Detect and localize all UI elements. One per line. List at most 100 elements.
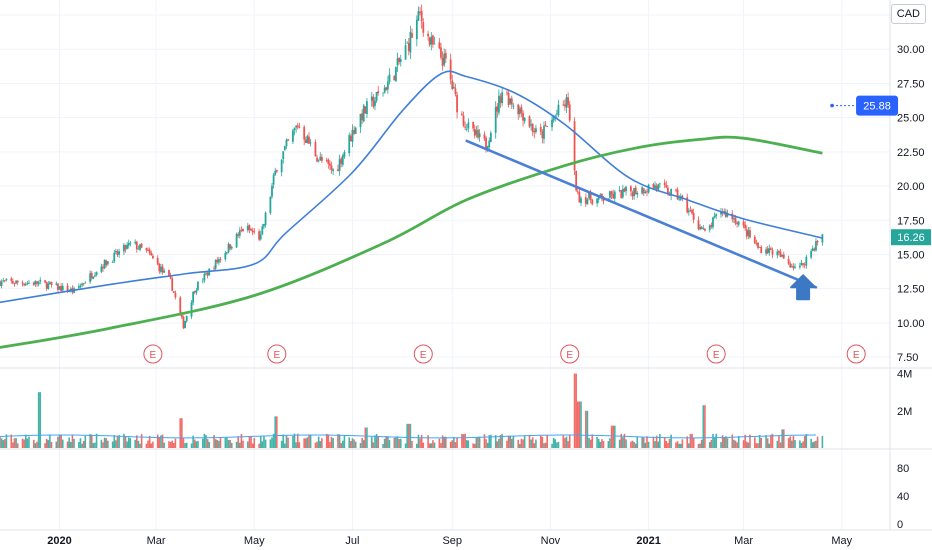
time-tick-label: May [244, 535, 265, 547]
volume-bar [230, 442, 233, 448]
earnings-marker [706, 344, 726, 364]
volume-bar [126, 441, 128, 448]
candle-body [251, 230, 254, 233]
volume-bar [147, 440, 149, 448]
volume-bar [374, 435, 376, 448]
volume-bar [5, 434, 8, 448]
candle-body [564, 104, 566, 107]
candle-body [555, 113, 558, 115]
candle-body [768, 248, 771, 253]
candle-body [351, 129, 354, 142]
volume-bar [760, 437, 763, 448]
volume-bar [100, 439, 103, 448]
candle-body [77, 286, 80, 288]
volume-bar [237, 436, 239, 448]
candle-body [214, 259, 217, 269]
volume-bar [163, 442, 165, 448]
volume-bar [123, 433, 125, 448]
volume-bar [156, 434, 159, 448]
volume-bar [364, 427, 367, 448]
candle-body [667, 187, 669, 195]
volume-bar [218, 440, 220, 448]
volume-bar [689, 433, 692, 448]
volume-bar [456, 437, 458, 448]
candle-body [314, 142, 317, 157]
volume-bar [802, 441, 804, 448]
candle-body [39, 279, 42, 282]
volume-bar [113, 435, 116, 448]
candle-body [263, 224, 265, 227]
volume-bar [353, 439, 355, 448]
candle-body [512, 105, 515, 107]
candle-body [111, 261, 114, 263]
candle-body [359, 113, 362, 128]
volume-bar [768, 443, 771, 448]
volume-bar [44, 443, 46, 448]
candle-body [184, 321, 186, 329]
candle-body [702, 228, 705, 230]
price-tick-label: 22.50 [897, 147, 925, 159]
candle-body [422, 22, 425, 33]
candle-body [816, 241, 819, 243]
candle-body [575, 170, 578, 191]
candle-body [647, 184, 650, 193]
volume-bar [543, 443, 545, 448]
volume-bar [276, 416, 278, 448]
candle-body [427, 33, 430, 37]
candle-body [800, 262, 803, 266]
candle-body [327, 159, 330, 164]
candle-body [758, 246, 761, 248]
volume-bar [73, 438, 75, 448]
candle-body [57, 283, 59, 290]
volume-bar [721, 435, 724, 448]
volume-bar [296, 433, 299, 448]
candle-body [792, 266, 795, 269]
candlesticks [0, 4, 824, 330]
candle-body [460, 113, 463, 115]
candle-body [253, 231, 256, 233]
volume-bar [519, 443, 521, 448]
volume-bar [596, 437, 598, 448]
volume-bar [485, 439, 487, 448]
candle-body [440, 47, 442, 58]
volume-bar [316, 441, 318, 448]
volume-bar [81, 443, 83, 448]
last-price-badge [891, 229, 931, 246]
volume-bar [667, 443, 669, 448]
volume-bar [523, 436, 526, 448]
volume-bar [618, 439, 621, 448]
volume-bar [787, 438, 790, 448]
volume-bar [195, 441, 198, 448]
volume-bar [610, 425, 613, 448]
volume-bar [213, 435, 215, 448]
candle-body [601, 193, 603, 198]
candle-body [316, 157, 318, 162]
volume-bar [261, 441, 264, 448]
currency-label[interactable]: CAD [890, 4, 926, 24]
candle-body [523, 117, 526, 122]
candle-body [810, 251, 813, 258]
volume-bar [599, 441, 602, 448]
volume-bar [84, 435, 87, 448]
candle-body [530, 124, 533, 126]
candle-body [552, 117, 555, 121]
candle-body [103, 259, 106, 269]
volume-bar [332, 438, 334, 448]
volume-bar [576, 401, 579, 448]
candle-body [629, 186, 632, 192]
volume-bar [507, 435, 510, 448]
candle-body [13, 283, 16, 285]
candle-body [507, 93, 510, 105]
candle-body [770, 248, 772, 250]
candle-body [197, 281, 199, 290]
candle-body [102, 266, 104, 269]
candle-body [217, 259, 220, 263]
volume-bar [0, 436, 1, 448]
volume-bar [361, 437, 363, 448]
up-arrow-icon [790, 274, 817, 301]
candle-body [610, 191, 613, 195]
volume-bar [517, 439, 520, 448]
volume-bar [531, 437, 534, 448]
